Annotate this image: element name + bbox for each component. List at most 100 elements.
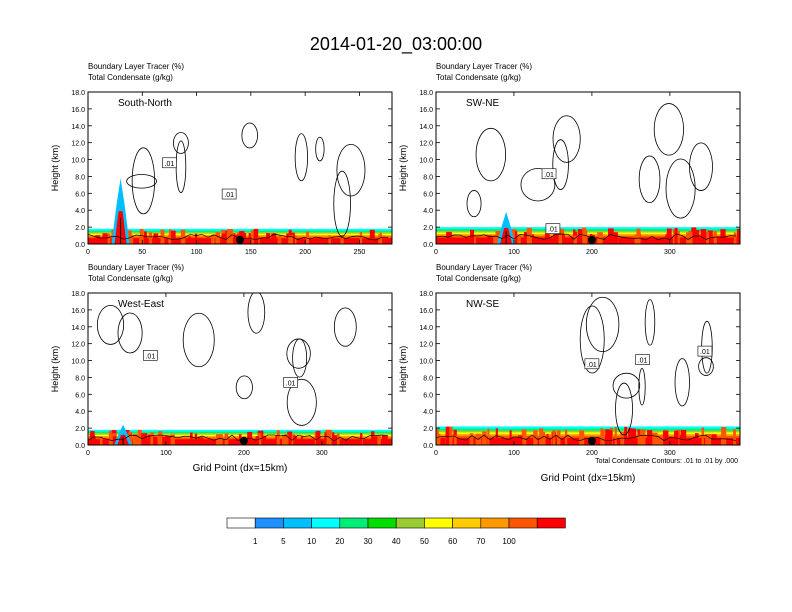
x-axis-label: Grid Point (dx=15km) (541, 473, 636, 484)
contour-label-box (545, 223, 561, 234)
tracer-cell (371, 436, 378, 445)
tracer-cell (194, 433, 198, 445)
tracer-cell (679, 435, 683, 445)
tracer-cell (103, 233, 108, 244)
tracer-cell (226, 232, 233, 244)
condensate-contour (286, 378, 317, 426)
tracer-cell (315, 430, 321, 445)
tracer-cell (553, 229, 557, 244)
y-tick-label: 4.0 (423, 409, 433, 416)
condensate-contour (131, 147, 156, 215)
tracer-cell (99, 436, 103, 445)
tracer-cell (126, 230, 132, 244)
tracer-cell (216, 434, 222, 445)
y-tick-label: 6.0 (75, 392, 85, 399)
y-tick-label: 8.0 (75, 174, 85, 181)
tracer-cell (579, 430, 585, 445)
y-tick-label: 8.0 (423, 375, 433, 382)
tracer-cell (639, 429, 646, 445)
condensate-contour-low (88, 434, 389, 442)
contour-label: .01 (587, 362, 597, 369)
tracer-cell (637, 434, 641, 445)
y-tick-label: 0.0 (423, 443, 433, 450)
tracer-cell (447, 426, 453, 445)
condensate-contour (612, 372, 641, 399)
tracer-cell (170, 434, 175, 445)
tracer-cell (267, 233, 271, 244)
x-tick-label: 0 (86, 249, 90, 256)
tracer-cell (713, 231, 717, 244)
x-tick-label: 0 (434, 450, 438, 457)
tracer-cell (662, 430, 669, 445)
tracer-cell (332, 432, 335, 445)
tracer-cell (266, 233, 269, 244)
tracer-cell (253, 228, 259, 244)
tracer-cell (197, 437, 204, 445)
colorbar-swatch (424, 517, 453, 529)
tracer-cell (487, 235, 493, 244)
figure-title: 2014-01-20_03:00:00 (310, 34, 482, 55)
condensate-contour (520, 168, 556, 202)
tracer-cell (614, 426, 617, 445)
tracer-cell (733, 429, 736, 445)
condensate-contour (665, 158, 696, 219)
tracer-cell (493, 235, 498, 244)
tracer-cell (582, 227, 586, 244)
tracer-cell (680, 429, 687, 445)
condensate-contour (241, 122, 258, 149)
x-tick-label: 200 (238, 450, 250, 457)
contour-label-box (221, 188, 237, 200)
tracer-cell (281, 435, 286, 445)
y-tick-label: 2.0 (423, 426, 433, 433)
tracer-cell (696, 230, 700, 244)
y-tick-label: 2.0 (75, 426, 85, 433)
y-tick-label: 16.0 (419, 308, 433, 315)
condensate-contour (286, 338, 311, 369)
tracer-cell (141, 433, 148, 445)
colorbar-label: 1 (253, 537, 258, 546)
y-axis-label: Height (km) (398, 145, 408, 192)
contour-label-box (635, 354, 650, 365)
tracer-cell (469, 433, 474, 445)
condensate-contour (644, 299, 656, 346)
panels: Boundary Layer Tracer (%) Total Condensat… (50, 62, 741, 484)
tracer-cell (686, 232, 691, 244)
x-tick-label: 200 (586, 249, 598, 256)
x-tick-label: 300 (316, 450, 328, 457)
panel-south-north: Boundary Layer Tracer (%) Total Condensat… (50, 62, 393, 256)
tracer-cell (482, 431, 487, 445)
tracer-cell (271, 233, 277, 244)
tracer-cell (340, 235, 344, 244)
tracer-cell (521, 429, 527, 445)
colorbar-label: 40 (392, 537, 401, 546)
tracer-cell (546, 433, 549, 445)
y-tick-label: 4.0 (75, 208, 85, 215)
y-axis-label: Height (km) (50, 145, 60, 192)
x-axis-label: Grid Point (dx=15km) (193, 463, 288, 474)
tracer-cell (369, 229, 375, 244)
tracer-cell (602, 429, 605, 445)
y-axis-label: Height (km) (50, 346, 60, 393)
tracer-cell (164, 435, 171, 445)
y-tick-label: 8.0 (75, 375, 85, 382)
tracer-cell (695, 433, 699, 445)
tracer-cell (293, 435, 297, 445)
tracer-cell (261, 435, 267, 445)
condensate-contour-low (436, 233, 737, 241)
tracer-cell (562, 234, 565, 244)
condensate-contour (182, 312, 215, 368)
tracer-cell (692, 229, 698, 244)
tracer-cell (221, 235, 228, 244)
tracer-cell (470, 229, 475, 244)
contour-label: .01 (700, 349, 710, 356)
contour-label-box (162, 157, 177, 169)
condensate-contour (585, 296, 620, 353)
tracer-cell (701, 427, 705, 445)
tracer-cell (705, 231, 709, 244)
tracer-cell (170, 230, 176, 244)
tracer-cell (445, 426, 450, 445)
tracer-cell (636, 228, 641, 244)
tracer-cell (215, 232, 221, 244)
tracer-cell (733, 232, 737, 244)
y-tick-label: 10.0 (71, 158, 85, 165)
